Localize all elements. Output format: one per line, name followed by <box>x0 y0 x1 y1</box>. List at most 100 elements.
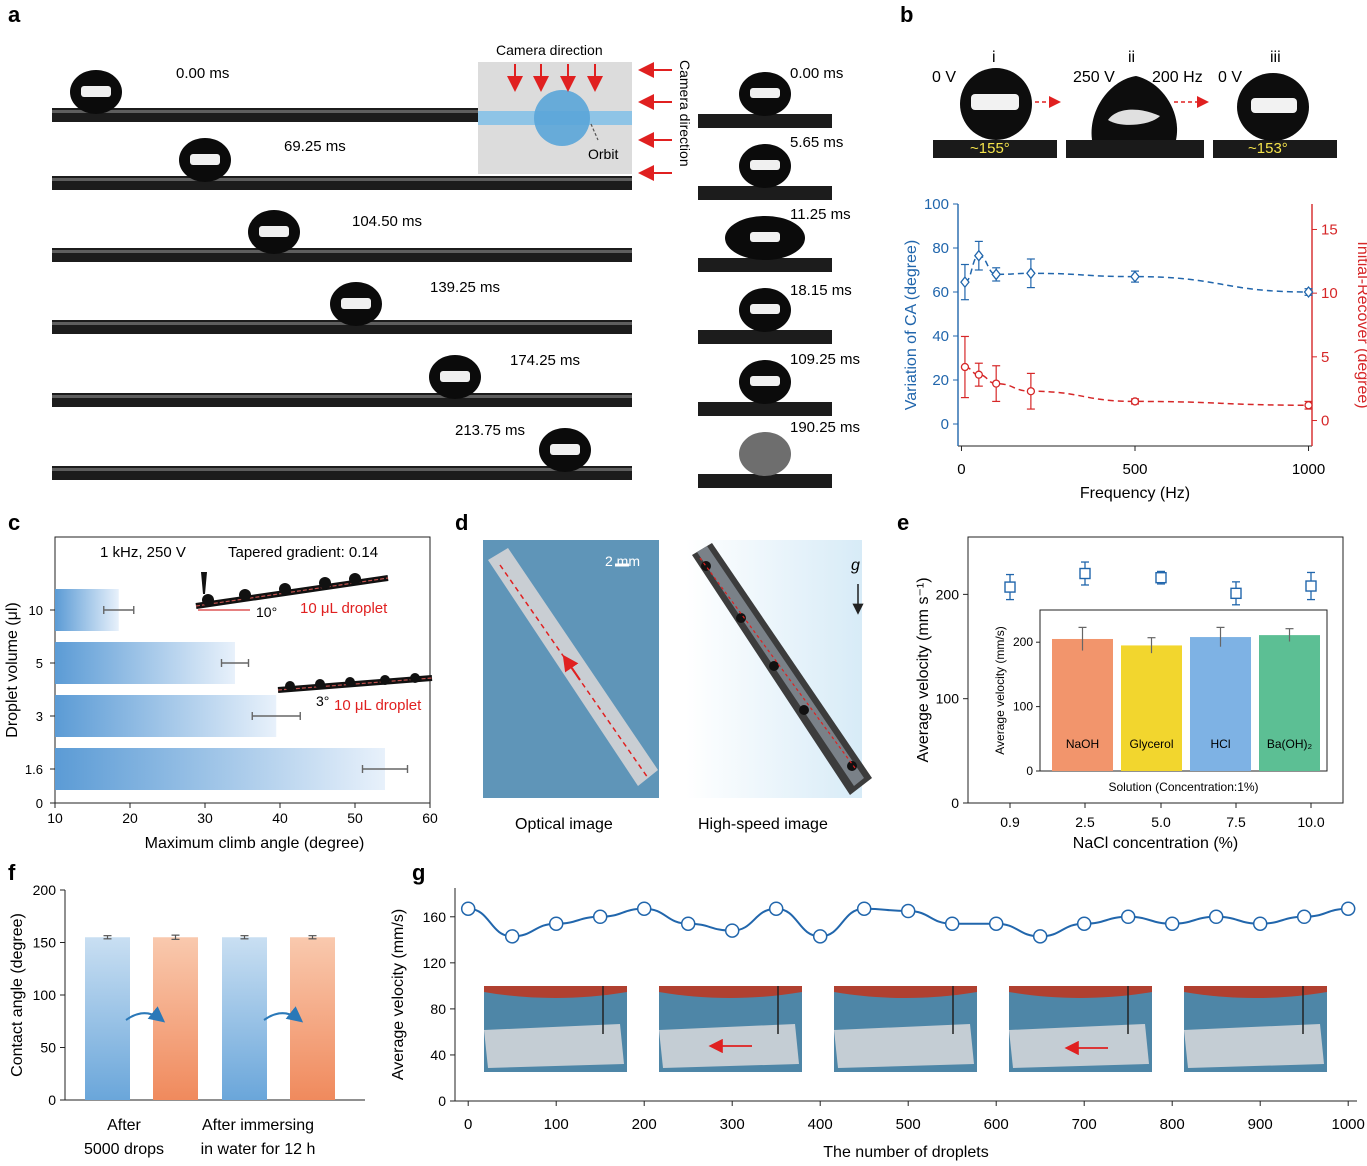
y-tick-label: 100 <box>936 691 960 707</box>
panel-letter-c: c <box>8 510 20 535</box>
droplet-photo-ii <box>1066 76 1204 158</box>
data-point <box>1026 387 1036 396</box>
inset-angle-10: 10° <box>256 604 277 620</box>
x-tick-label: 900 <box>1248 1116 1273 1133</box>
x-tick-label: 600 <box>984 1116 1009 1133</box>
substrate-highlight <box>52 178 632 181</box>
x-tick-label: 30 <box>197 810 213 826</box>
data-point <box>1340 901 1356 916</box>
y-tick-label: 0 <box>941 416 949 433</box>
data-point <box>812 929 828 944</box>
x-tick-label: 40 <box>272 810 288 826</box>
y-tick-label: 1.6 <box>25 762 43 777</box>
x-tick-label: 1000 <box>1292 461 1325 478</box>
inset-x-axis-label: Solution (Concentration:1%) <box>1108 780 1258 794</box>
note-frequency-voltage: 1 kHz, 250 V <box>100 544 186 561</box>
y-tick-label: 120 <box>423 955 447 971</box>
roman-i: i <box>992 49 996 66</box>
y-tick-label: 160 <box>423 909 447 925</box>
camera-direction-label: Camera direction <box>496 42 603 58</box>
y2-tick-label: 10 <box>1321 285 1338 302</box>
y-tick-label: 0 <box>951 795 959 811</box>
data-point <box>1079 567 1091 580</box>
data-point <box>944 916 960 931</box>
inset-bar-label: NaOH <box>1066 737 1099 751</box>
data-point <box>960 276 970 289</box>
y-tick-label: 40 <box>430 1047 446 1063</box>
inset-bar <box>1121 645 1182 771</box>
panel-a: a 0.00 ms 69.25 ms 104.50 ms 139.25 ms 174.2… <box>8 2 860 488</box>
time-label-left: 213.75 ms <box>455 422 525 439</box>
y-tick-label: 0 <box>36 796 43 811</box>
x-tick-label: 50 <box>347 810 363 826</box>
panel-letter-b: b <box>900 2 913 27</box>
x-tick-label: 100 <box>544 1116 569 1133</box>
y-axis-label: Droplet volume (μl) <box>4 602 21 737</box>
voltage-ii: 250 V <box>1073 69 1115 86</box>
data-point <box>1230 587 1242 600</box>
y-tick-label: 3 <box>36 709 43 724</box>
data-point <box>991 268 1002 281</box>
x-tick-label: 10.0 <box>1297 814 1324 830</box>
data-point <box>1304 401 1313 410</box>
data-point <box>592 909 608 925</box>
caption-optical: Optical image <box>515 816 613 833</box>
plot-frame <box>967 536 1344 804</box>
panel-g: g <box>390 860 1365 1161</box>
time-label-right: 109.25 ms <box>790 351 860 368</box>
panel-letter-a: a <box>8 2 21 27</box>
y-tick-label: 50 <box>40 1040 56 1056</box>
data-point <box>973 249 984 262</box>
data-point <box>1252 916 1268 931</box>
y-tick-label: 10 <box>29 603 43 618</box>
time-label-right: 11.25 ms <box>790 206 851 223</box>
panel-d: d 2 mm g Optical image High-speed image <box>455 510 872 833</box>
x-axis-label: Maximum climb angle (degree) <box>145 835 365 852</box>
inset-droplet-label-1: 10 μL droplet <box>300 600 388 617</box>
substrate-strip-right <box>698 330 832 344</box>
time-label-right: 18.15 ms <box>790 282 852 299</box>
camera-inset: Orbit Camera direction Camera direction <box>478 42 693 181</box>
substrate-highlight <box>52 250 632 253</box>
time-label-right: 0.00 ms <box>790 65 843 82</box>
chart-g-stability: 0 40 80 120 160 0 100 200 300 400 500 600 700 800 900 1… <box>390 888 1365 1161</box>
y-tick-label: 200 <box>936 586 960 602</box>
x-tick-label: 10 <box>47 810 63 826</box>
inset-bar <box>1259 635 1320 771</box>
inset-y-tick-label: 0 <box>1026 764 1033 778</box>
data-point <box>724 923 740 938</box>
voltage-i: 0 V <box>932 69 956 86</box>
inset-angle-3: 3° <box>316 693 329 709</box>
droplet-highlight <box>259 226 289 237</box>
substrate-highlight <box>52 322 632 325</box>
x-tick-label: 5.0 <box>1151 814 1171 830</box>
y-axis-label: Average velocity (mm/s) <box>390 909 407 1080</box>
data-point <box>636 901 652 916</box>
droplet-right-highlight <box>750 376 780 386</box>
droplet-right-highlight <box>750 88 780 98</box>
g-photo-insets <box>484 986 1327 1072</box>
panel-f: f 0 50 100 150 200 Contact angle (degree) Aft… <box>8 860 365 1158</box>
x-axis-label: Frequency (Hz) <box>1080 485 1190 502</box>
data-point <box>900 903 916 919</box>
time-label-left: 104.50 ms <box>352 213 422 230</box>
y-tick-label: 0 <box>48 1092 56 1108</box>
y-axis-label: Variation of CA (degree) <box>903 240 920 410</box>
time-label-left: 139.25 ms <box>430 279 500 296</box>
x-tick-label: 7.5 <box>1226 814 1246 830</box>
droplet-strips-right: 0.00 ms 5.65 ms 11.25 ms 18.15 ms 109.25 ms 1… <box>698 65 860 488</box>
chart-c-climb-angle: 10 20 30 40 50 60 0 1.6 3 5 10 Maximum climb angle … <box>4 536 438 852</box>
chart-f-contact-angle: 0 50 100 150 200 Contact angle (degree) <box>9 882 365 1108</box>
data-point <box>1155 571 1167 584</box>
x-tick-label: 60 <box>422 810 438 826</box>
panel-e: e 0 100 200 0.9 2.5 5.0 7.5 10.0 NaCl concentrat… <box>897 510 1344 852</box>
voltage-iii: 0 V <box>1218 69 1242 86</box>
inset-y-tick-label: 200 <box>1013 635 1033 649</box>
g-photo-4 <box>1009 986 1152 1072</box>
substrate-strip-right <box>698 114 832 128</box>
optical-image: 2 mm <box>483 540 659 798</box>
data-point <box>504 929 520 944</box>
roman-iii: iii <box>1270 49 1281 66</box>
inset-bar-label: Ba(OH)₂ <box>1267 737 1313 751</box>
